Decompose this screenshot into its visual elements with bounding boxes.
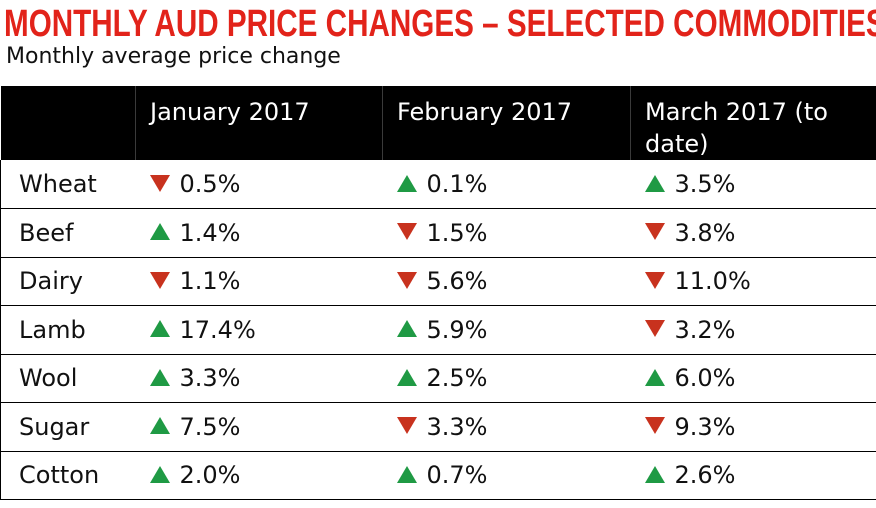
table-cell: 3.8% bbox=[630, 208, 876, 258]
table-cell: 11.0% bbox=[630, 257, 876, 306]
change-value: 1.1% bbox=[179, 267, 241, 296]
triangle-up-icon bbox=[149, 417, 170, 435]
row-label: Sugar bbox=[0, 402, 136, 452]
table-cell: 1.1% bbox=[135, 257, 383, 306]
triangle-up-icon bbox=[396, 465, 417, 483]
triangle-down-icon bbox=[644, 271, 665, 289]
table-cell: 2.6% bbox=[630, 451, 876, 500]
table-cell: 0.7% bbox=[382, 451, 631, 500]
table-body: Wheat 0.5% 0.1% 3.5% Beef 1.4% 1.5% 3.8% Dairy 1.… bbox=[0, 160, 876, 500]
table-cell: 3.5% bbox=[630, 160, 876, 209]
triangle-up-icon bbox=[396, 368, 417, 386]
change-value: 1.5% bbox=[426, 218, 488, 247]
table-cell: 9.3% bbox=[630, 402, 876, 452]
table-cell: 3.3% bbox=[382, 402, 631, 452]
change-value: 0.7% bbox=[426, 461, 488, 490]
table-cell: 0.1% bbox=[382, 160, 631, 209]
change-value: 2.5% bbox=[426, 364, 488, 393]
triangle-up-icon bbox=[644, 174, 665, 192]
change-value: 3.8% bbox=[674, 218, 736, 247]
change-value: 6.0% bbox=[674, 364, 736, 393]
triangle-up-icon bbox=[149, 320, 170, 338]
table-row: Wool 3.3% 2.5% 6.0% bbox=[0, 354, 876, 403]
change-value: 1.4% bbox=[179, 218, 241, 247]
change-value: 7.5% bbox=[179, 412, 241, 441]
chart-subtitle: Monthly average price change bbox=[6, 44, 341, 69]
table-cell: 0.5% bbox=[135, 160, 383, 209]
change-value: 3.3% bbox=[179, 364, 241, 393]
triangle-down-icon bbox=[396, 271, 417, 289]
triangle-down-icon bbox=[149, 174, 170, 192]
table-cell: 7.5% bbox=[135, 402, 383, 452]
column-header-february: February 2017 bbox=[382, 86, 631, 160]
triangle-up-icon bbox=[396, 174, 417, 192]
table-cell: 3.2% bbox=[630, 305, 876, 355]
table-row: Dairy 1.1% 5.6% 11.0% bbox=[0, 257, 876, 306]
triangle-up-icon bbox=[396, 320, 417, 338]
row-label: Cotton bbox=[0, 451, 136, 500]
table-row: Cotton 2.0% 0.7% 2.6% bbox=[0, 451, 876, 500]
change-value: 2.6% bbox=[674, 461, 736, 490]
triangle-down-icon bbox=[396, 417, 417, 435]
triangle-down-icon bbox=[644, 223, 665, 241]
triangle-up-icon bbox=[644, 465, 665, 483]
row-label: Wool bbox=[0, 354, 136, 403]
triangle-up-icon bbox=[149, 465, 170, 483]
table-cell: 5.9% bbox=[382, 305, 631, 355]
table-row: Sugar 7.5% 3.3% 9.3% bbox=[0, 402, 876, 452]
table-cell: 3.3% bbox=[135, 354, 383, 403]
triangle-down-icon bbox=[149, 271, 170, 289]
row-label: Beef bbox=[0, 208, 136, 258]
change-value: 11.0% bbox=[674, 267, 751, 296]
table-cell: 2.5% bbox=[382, 354, 631, 403]
row-label: Lamb bbox=[0, 305, 136, 355]
change-value: 0.1% bbox=[426, 170, 488, 198]
column-header-march: March 2017 (to date) bbox=[630, 86, 876, 160]
commodity-price-table: January 2017 February 2017 March 2017 (t… bbox=[0, 86, 876, 500]
column-header-commodity bbox=[0, 86, 136, 160]
change-value: 5.9% bbox=[426, 315, 488, 344]
change-value: 17.4% bbox=[179, 315, 256, 344]
change-value: 0.5% bbox=[179, 170, 241, 198]
triangle-up-icon bbox=[149, 223, 170, 241]
change-value: 3.3% bbox=[426, 412, 488, 441]
change-value: 3.5% bbox=[674, 170, 736, 198]
change-value: 5.6% bbox=[426, 267, 488, 296]
triangle-down-icon bbox=[644, 320, 665, 338]
change-value: 2.0% bbox=[179, 461, 241, 490]
change-value: 3.2% bbox=[674, 315, 736, 344]
table-cell: 5.6% bbox=[382, 257, 631, 306]
row-label: Dairy bbox=[0, 257, 136, 306]
change-value: 9.3% bbox=[674, 412, 736, 441]
triangle-down-icon bbox=[644, 417, 665, 435]
table-cell: 1.4% bbox=[135, 208, 383, 258]
triangle-down-icon bbox=[396, 223, 417, 241]
column-header-january: January 2017 bbox=[135, 86, 383, 160]
chart-title: MONTHLY AUD PRICE CHANGES – SELECTED COM… bbox=[4, 3, 876, 45]
table-cell: 17.4% bbox=[135, 305, 383, 355]
triangle-up-icon bbox=[644, 368, 665, 386]
table-cell: 6.0% bbox=[630, 354, 876, 403]
table-cell: 2.0% bbox=[135, 451, 383, 500]
table-row: Wheat 0.5% 0.1% 3.5% bbox=[0, 160, 876, 209]
table-row: Lamb 17.4% 5.9% 3.2% bbox=[0, 305, 876, 355]
table-row: Beef 1.4% 1.5% 3.8% bbox=[0, 208, 876, 258]
table-cell: 1.5% bbox=[382, 208, 631, 258]
row-label: Wheat bbox=[0, 160, 136, 209]
header-row: January 2017 February 2017 March 2017 (t… bbox=[0, 86, 876, 160]
triangle-up-icon bbox=[149, 368, 170, 386]
